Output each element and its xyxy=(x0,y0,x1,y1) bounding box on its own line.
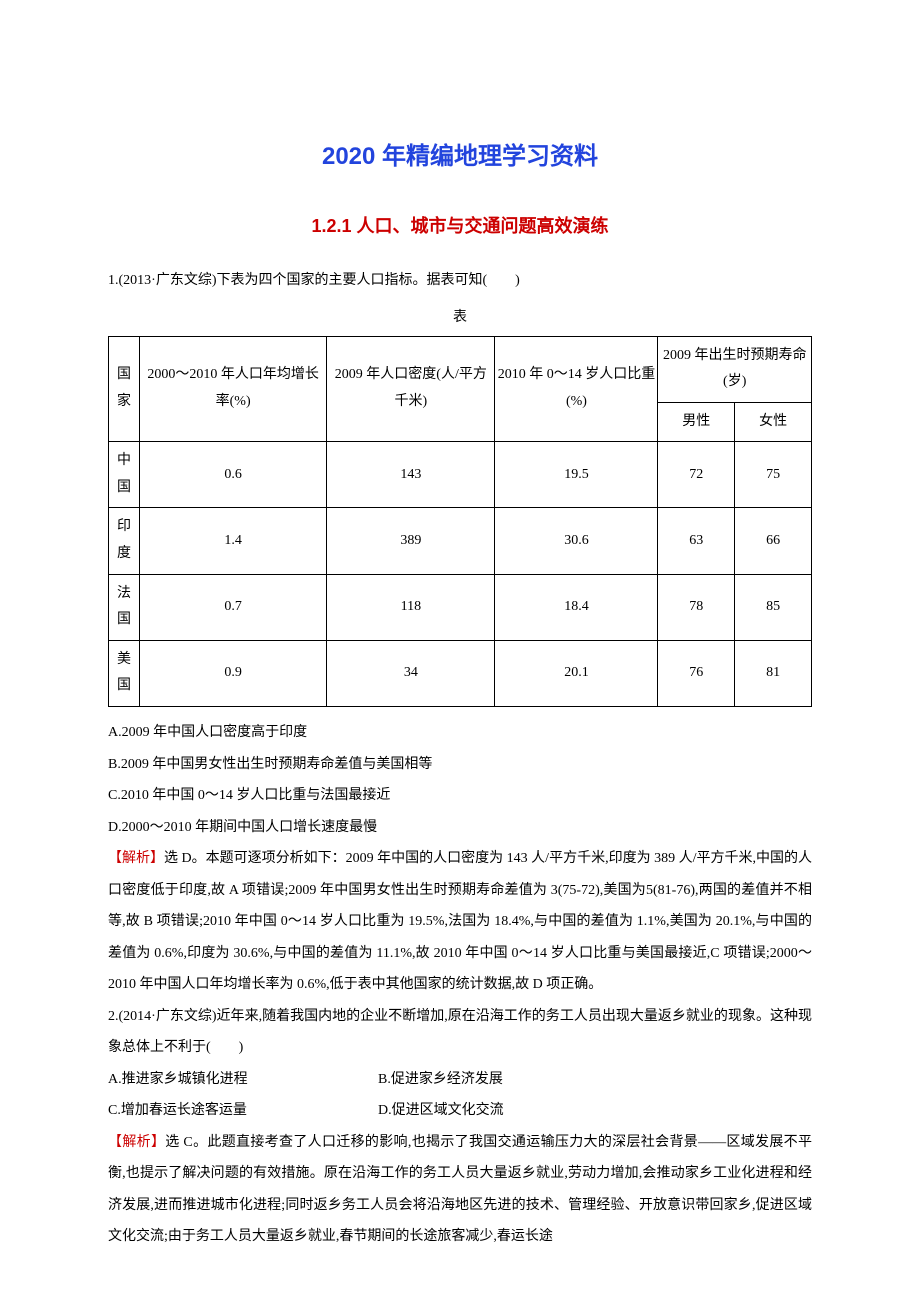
cell-female: 75 xyxy=(735,442,812,508)
analysis-label: 【解析】 xyxy=(108,851,164,866)
header-density: 2009 年人口密度(人/平方千米) xyxy=(327,336,495,442)
q1-table-caption: 表 xyxy=(108,302,812,334)
q2-choice-a: A.推进家乡城镇化进程 xyxy=(108,1064,378,1096)
q1-table: 国家 2000～2010 年人口年均增长率(%) 2009 年人口密度(人/平方… xyxy=(108,336,812,708)
cell-ratio: 20.1 xyxy=(495,640,658,706)
main-title: 2020 年精编地理学习资料 xyxy=(108,130,812,184)
q2-choice-row-2: C.增加春运长途客运量 D.促进区域文化交流 xyxy=(108,1095,812,1127)
header-growth: 2000～2010 年人口年均增长率(%) xyxy=(140,336,327,442)
cell-country: 法国 xyxy=(109,574,140,640)
cell-density: 118 xyxy=(327,574,495,640)
q2-choice-row-1: A.推进家乡城镇化进程 B.促进家乡经济发展 xyxy=(108,1064,812,1096)
cell-growth: 0.6 xyxy=(140,442,327,508)
table-header-row-1: 国家 2000～2010 年人口年均增长率(%) 2009 年人口密度(人/平方… xyxy=(109,336,812,402)
q1-analysis: 【解析】选 D。本题可逐项分析如下：2009 年中国的人口密度为 143 人/平… xyxy=(108,843,812,1001)
analysis-label: 【解析】 xyxy=(108,1135,165,1150)
cell-country: 美国 xyxy=(109,640,140,706)
cell-ratio: 30.6 xyxy=(495,508,658,574)
analysis-body: 选 D。本题可逐项分析如下：2009 年中国的人口密度为 143 人/平方千米,… xyxy=(108,851,812,992)
cell-country: 印度 xyxy=(109,508,140,574)
cell-male: 76 xyxy=(658,640,735,706)
header-female: 女性 xyxy=(735,402,812,442)
cell-female: 66 xyxy=(735,508,812,574)
sub-title: 1.2.1 人口、城市与交通问题高效演练 xyxy=(108,206,812,247)
q1-choice-a: A.2009 年中国人口密度高于印度 xyxy=(108,717,812,749)
q2-choice-c: C.增加春运长途客运量 xyxy=(108,1095,378,1127)
table-row: 中国 0.6 143 19.5 72 75 xyxy=(109,442,812,508)
cell-female: 81 xyxy=(735,640,812,706)
table-row: 法国 0.7 118 18.4 78 85 xyxy=(109,574,812,640)
cell-male: 78 xyxy=(658,574,735,640)
header-ratio: 2010 年 0～14 岁人口比重(%) xyxy=(495,336,658,442)
analysis-body: 选 C。此题直接考查了人口迁移的影响,也揭示了我国交通运输压力大的深层社会背景—… xyxy=(108,1135,812,1245)
q1-choice-c: C.2010 年中国 0～14 岁人口比重与法国最接近 xyxy=(108,780,812,812)
cell-density: 389 xyxy=(327,508,495,574)
cell-country: 中国 xyxy=(109,442,140,508)
cell-ratio: 18.4 xyxy=(495,574,658,640)
cell-female: 85 xyxy=(735,574,812,640)
cell-male: 72 xyxy=(658,442,735,508)
q1-lead: 1.(2013·广东文综)下表为四个国家的主要人口指标。据表可知( ) xyxy=(108,265,812,297)
q2-lead: 2.(2014·广东文综)近年来,随着我国内地的企业不断增加,原在沿海工作的务工… xyxy=(108,1001,812,1064)
header-life: 2009 年出生时预期寿命(岁) xyxy=(658,336,812,402)
q2-analysis: 【解析】选 C。此题直接考查了人口迁移的影响,也揭示了我国交通运输压力大的深层社… xyxy=(108,1127,812,1253)
header-country: 国家 xyxy=(109,336,140,442)
cell-growth: 1.4 xyxy=(140,508,327,574)
header-male: 男性 xyxy=(658,402,735,442)
table-row: 美国 0.9 34 20.1 76 81 xyxy=(109,640,812,706)
q1-choice-b: B.2009 年中国男女性出生时预期寿命差值与美国相等 xyxy=(108,749,812,781)
document-page: 2020 年精编地理学习资料 1.2.1 人口、城市与交通问题高效演练 1.(2… xyxy=(0,0,920,1313)
q2-choice-d: D.促进区域文化交流 xyxy=(378,1095,504,1127)
cell-density: 34 xyxy=(327,640,495,706)
cell-density: 143 xyxy=(327,442,495,508)
table-row: 印度 1.4 389 30.6 63 66 xyxy=(109,508,812,574)
cell-growth: 0.9 xyxy=(140,640,327,706)
q1-choice-d: D.2000～2010 年期间中国人口增长速度最慢 xyxy=(108,812,812,844)
cell-ratio: 19.5 xyxy=(495,442,658,508)
q2-choice-b: B.促进家乡经济发展 xyxy=(378,1064,503,1096)
cell-male: 63 xyxy=(658,508,735,574)
cell-growth: 0.7 xyxy=(140,574,327,640)
